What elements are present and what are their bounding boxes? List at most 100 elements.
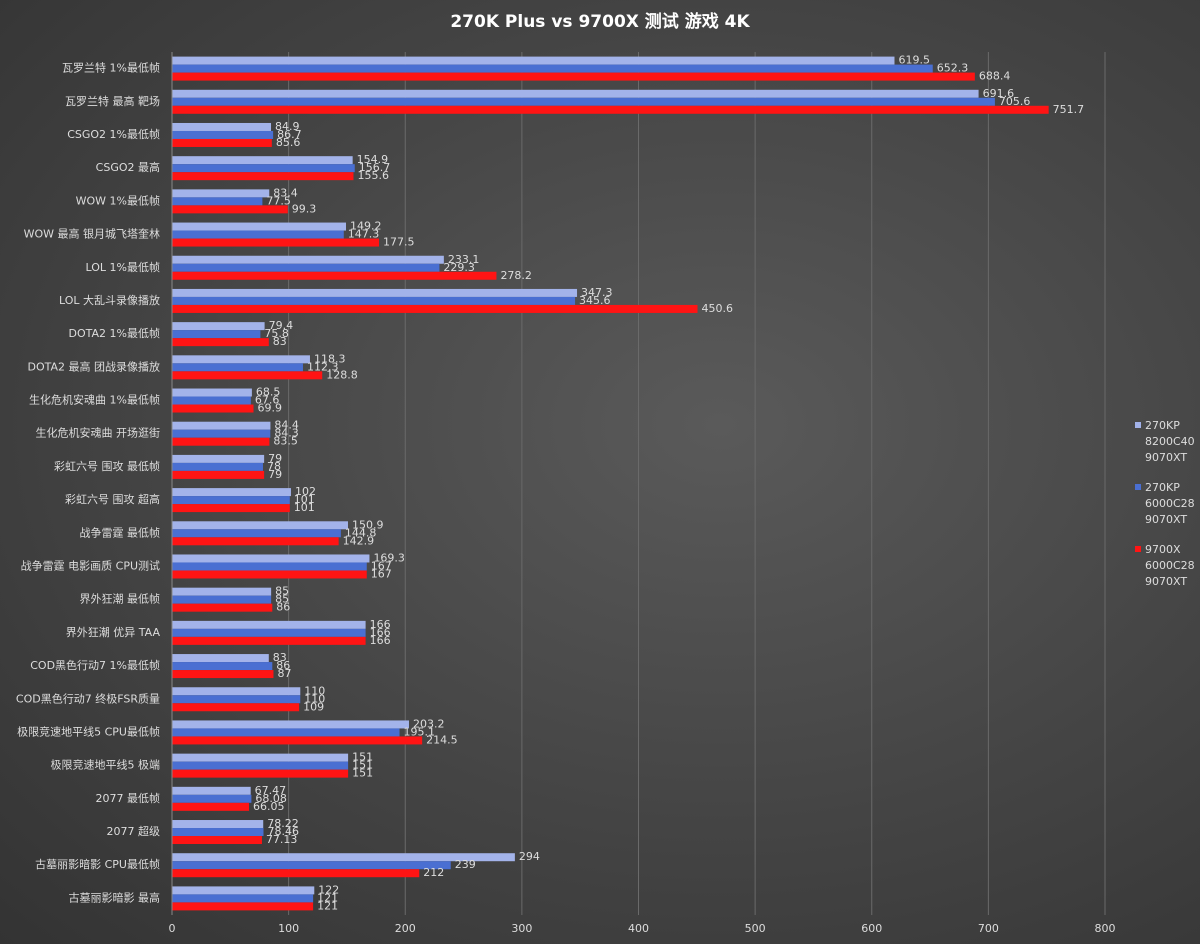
value-label: 78 xyxy=(267,460,281,473)
value-label: 151 xyxy=(352,759,373,772)
x-tick-label: 700 xyxy=(978,922,999,935)
bar xyxy=(172,853,515,862)
bar xyxy=(172,56,895,65)
value-label: 229.3 xyxy=(443,261,475,274)
value-label: 155.6 xyxy=(357,169,389,182)
x-tick-label: 200 xyxy=(395,922,416,935)
bar xyxy=(172,97,995,106)
legend-item: 270KP 8200C40 9070XT xyxy=(1135,418,1195,466)
bar xyxy=(172,802,250,811)
bar xyxy=(172,869,420,878)
value-label: 79 xyxy=(268,452,282,465)
legend-swatch xyxy=(1135,484,1141,490)
value-label: 67.47 xyxy=(255,784,287,797)
bar xyxy=(172,230,344,239)
bar xyxy=(172,421,271,430)
bar xyxy=(172,728,400,737)
y-tick-label: WOW 最高 银月城飞塔奎林 xyxy=(24,227,160,241)
x-tick-label: 100 xyxy=(278,922,299,935)
value-label: 112.3 xyxy=(307,360,339,373)
bar xyxy=(172,322,265,331)
y-tick-label: COD黑色行动7 终极FSR质量 xyxy=(16,691,160,705)
value-label: 86 xyxy=(276,601,290,614)
value-label: 101 xyxy=(294,493,315,506)
bar xyxy=(172,786,251,795)
y-tick-label: 界外狂潮 优异 TAA xyxy=(66,625,161,639)
bar xyxy=(172,462,263,471)
value-label: 85 xyxy=(275,585,289,598)
value-label: 177.5 xyxy=(383,236,415,249)
value-label: 233.1 xyxy=(448,253,480,266)
bar xyxy=(172,703,300,712)
y-tick-label: 极限竞速地平线5 CPU最低帧 xyxy=(17,724,160,738)
value-label: 67.6 xyxy=(255,394,280,407)
value-label: 150.9 xyxy=(352,518,384,531)
value-label: 142.9 xyxy=(343,534,375,547)
value-label: 688.4 xyxy=(979,70,1011,83)
y-tick-label: 战争雷霆 最低帧 xyxy=(80,525,161,539)
value-label: 68.08 xyxy=(255,792,287,805)
bar xyxy=(172,454,265,463)
bar xyxy=(172,189,270,198)
bar xyxy=(172,488,291,497)
value-label: 69.9 xyxy=(258,402,283,415)
bar xyxy=(172,304,698,313)
bar xyxy=(172,164,355,173)
y-tick-label: 2077 超级 xyxy=(107,824,161,838)
legend-label: 270KP 6000C28 9070XT xyxy=(1145,481,1195,526)
bar xyxy=(172,172,354,181)
value-label: 109 xyxy=(303,700,324,713)
value-label: 118.3 xyxy=(314,352,346,365)
value-label: 151 xyxy=(352,751,373,764)
bar xyxy=(172,603,273,612)
y-tick-label: 古墓丽影暗影 CPU最低帧 xyxy=(35,857,160,871)
bar xyxy=(172,886,315,895)
value-label: 83 xyxy=(273,651,287,664)
value-label: 68.5 xyxy=(256,386,281,399)
bar xyxy=(172,562,367,571)
bar xyxy=(172,404,254,413)
x-tick-label: 400 xyxy=(628,922,649,935)
value-label: 278.2 xyxy=(500,269,532,282)
chart-title: 270K Plus vs 9700X 测试 游戏 4K xyxy=(450,11,750,32)
bar xyxy=(172,794,252,803)
bar xyxy=(172,72,975,81)
value-label: 84.3 xyxy=(274,427,299,440)
value-label: 78.22 xyxy=(267,817,299,830)
y-tick-label: 生化危机安魂曲 开场逛街 xyxy=(36,426,161,440)
value-label: 195.1 xyxy=(404,725,436,738)
bar xyxy=(172,687,301,696)
bar xyxy=(172,263,440,272)
bar xyxy=(172,736,423,745)
bar xyxy=(172,769,349,778)
bar xyxy=(172,695,301,704)
value-label: 166 xyxy=(370,634,391,647)
value-label: 79 xyxy=(268,468,282,481)
bar xyxy=(172,355,310,364)
bar xyxy=(172,570,367,579)
bar xyxy=(172,138,272,147)
value-label: 147.3 xyxy=(348,228,380,241)
value-label: 86 xyxy=(276,659,290,672)
bar xyxy=(172,670,274,679)
value-label: 86.7 xyxy=(277,128,302,141)
bar xyxy=(172,388,252,397)
value-label: 691.6 xyxy=(983,87,1015,100)
bar xyxy=(172,238,380,247)
bar xyxy=(172,296,576,305)
y-tick-label: 战争雷霆 电影画质 CPU测试 xyxy=(21,558,160,572)
value-label: 110 xyxy=(304,692,325,705)
legend-label: 270KP 8200C40 9070XT xyxy=(1145,419,1195,464)
value-label: 85 xyxy=(275,593,289,606)
y-tick-label: 生化危机安魂曲 1%最低帧 xyxy=(29,393,160,407)
value-label: 121 xyxy=(317,899,338,912)
y-tick-label: 极限竞速地平线5 极端 xyxy=(51,758,161,772)
legend-item: 270KP 6000C28 9070XT xyxy=(1135,480,1195,528)
bar xyxy=(172,828,264,837)
value-label: 203.2 xyxy=(413,717,445,730)
y-tick-label: 古墓丽影暗影 最高 xyxy=(69,890,161,904)
bar xyxy=(172,861,451,870)
bar xyxy=(172,371,323,380)
value-label: 128.8 xyxy=(326,368,358,381)
